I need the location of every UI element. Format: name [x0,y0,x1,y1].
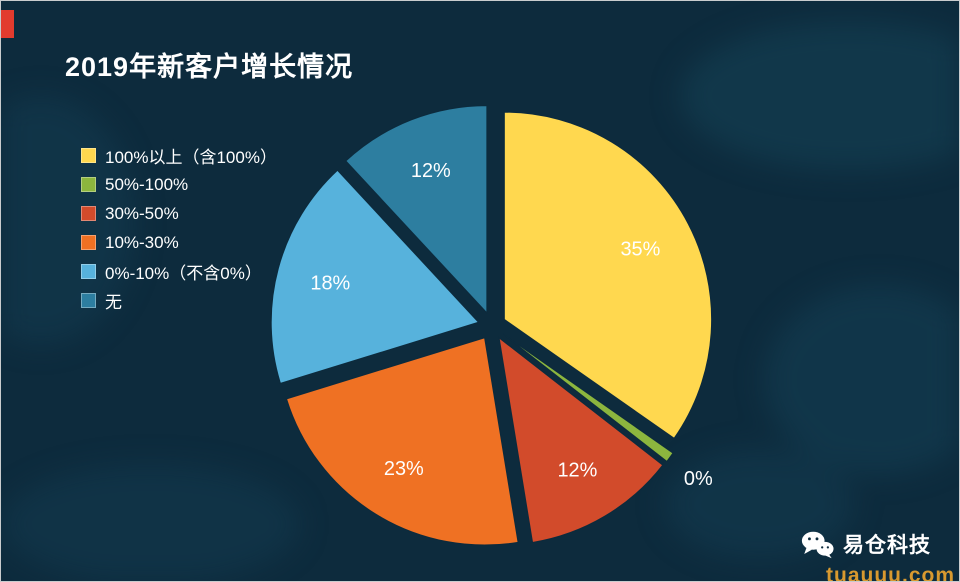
brand-footer: 易仓科技 [800,529,931,559]
pie-slice-label-1: 0% [684,468,713,490]
page-title: 2019年新客户增长情况 [65,52,354,82]
map-blob [679,20,959,171]
pie-slice-1 [502,333,674,463]
pie-slice-5 [345,105,488,315]
pie-slice-label-2: 12% [557,460,597,482]
legend-item-1: 50%-100% [81,170,277,199]
map-blob [764,285,959,475]
pie-slice-3 [285,337,519,546]
legend-label: 10%-30% [105,232,179,252]
legend-swatch [81,293,96,308]
legend-label: 无 [105,293,122,312]
legend-item-3: 10%-30% [81,228,277,257]
legend-item-4: 0%-10%（不含0%） [81,257,277,286]
legend-swatch [81,264,96,279]
legend-item-0: 100%以上（含100%） [81,141,277,170]
legend-item-2: 30%-50% [81,199,277,228]
legend-label: 0%-10%（不含0%） [105,264,262,283]
red-corner-tab [1,10,14,38]
legend-label: 100%以上（含100%） [105,148,277,167]
pie-slice-2 [498,336,664,544]
watermark-url: tuauuu.com [826,564,955,582]
legend-label: 50%-100% [105,174,189,194]
pie-slice-label-4: 18% [310,273,350,295]
map-blob [1,95,136,345]
map-blob [664,449,855,560]
legend-swatch [81,235,96,250]
pie-slice-label-0: 35% [620,239,660,261]
pie-slice-4 [270,169,480,384]
pie-slice-label-3: 23% [384,458,424,480]
chart-legend: 100%以上（含100%） 50%-100% 30%-50% 10%-30% 0%-10… [81,141,277,315]
legend-swatch [81,148,96,163]
legend-swatch [81,177,96,192]
pie-slice-0 [503,111,713,440]
legend-label: 30%-50% [105,203,179,223]
brand-name: 易仓科技 [843,534,931,557]
legend-item-5: 无 [81,286,277,315]
map-blob [1,464,301,581]
pie-slice-label-5: 12% [411,160,451,182]
legend-swatch [81,206,96,221]
wechat-icon [800,530,834,559]
